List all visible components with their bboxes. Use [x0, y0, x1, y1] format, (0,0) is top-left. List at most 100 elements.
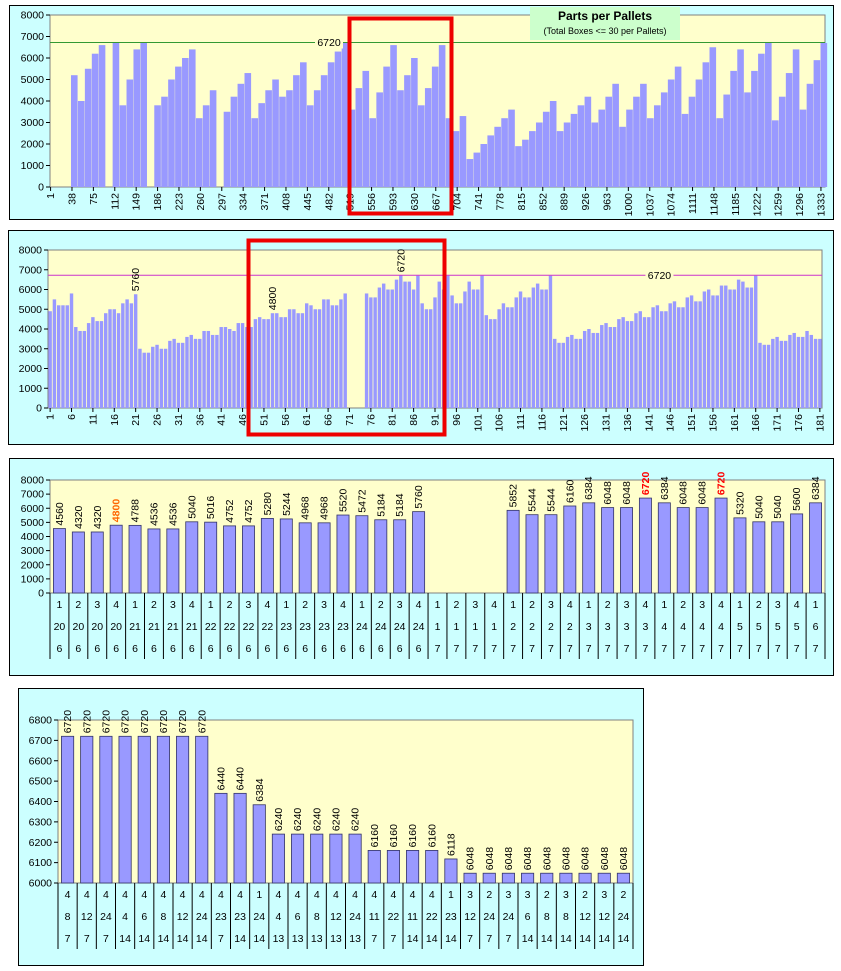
bar [505, 307, 510, 408]
bar [695, 507, 709, 594]
category-label: 7 [586, 643, 592, 655]
bar [619, 126, 626, 187]
x-tick-label: 38 [66, 193, 78, 205]
bar [206, 330, 211, 408]
bar [728, 289, 732, 408]
bar [364, 293, 369, 408]
highlight-box [347, 16, 454, 216]
bar [467, 281, 471, 408]
bar [553, 338, 557, 408]
category-label: 13 [273, 933, 285, 945]
data-label: 6160 [407, 824, 419, 848]
bar [818, 338, 822, 408]
bar [681, 307, 685, 408]
category-label: 4 [199, 889, 205, 901]
x-tick-label: 926 [580, 193, 592, 211]
category-label: 3 [397, 599, 403, 611]
x-tick-label: 106 [494, 414, 506, 432]
bar [642, 317, 647, 408]
category-label: 7 [775, 643, 781, 655]
x-tick-label: 186 [152, 193, 164, 211]
category-label: 24 [196, 911, 208, 923]
bar [237, 83, 245, 187]
data-label: 5544 [527, 488, 539, 512]
category-label: 14 [618, 933, 630, 945]
y-tick-label: 8000 [21, 10, 45, 22]
y-tick-label: 2000 [21, 559, 45, 571]
bar [270, 313, 275, 408]
data-label: 5852 [508, 484, 520, 508]
title-box [530, 7, 680, 40]
category-label: 6 [189, 643, 195, 655]
y-tick-label: 6200 [29, 837, 53, 849]
category-label: 6 [264, 643, 270, 655]
bar [695, 79, 703, 187]
bar [765, 42, 772, 188]
x-tick-label: 66 [323, 414, 335, 426]
data-label: 6720 [139, 710, 151, 734]
bar [484, 315, 489, 408]
bar [535, 122, 543, 187]
category-label: 4 [122, 911, 128, 923]
category-label: 2 [548, 621, 554, 633]
data-label: 5320 [734, 491, 746, 515]
bar [647, 118, 654, 187]
bar [745, 287, 749, 408]
x-tick-label: 56 [280, 414, 292, 426]
bar [733, 517, 747, 594]
bar [574, 338, 578, 408]
x-tick-label: 630 [409, 193, 421, 211]
x-tick-label: 741 [473, 193, 485, 211]
bar [416, 275, 420, 408]
category-label: 7 [371, 933, 377, 945]
bar [129, 303, 134, 408]
y-tick-label: 6400 [29, 796, 53, 808]
category-label: 22 [224, 621, 236, 633]
data-label: 4788 [130, 499, 142, 523]
bar [61, 305, 65, 408]
x-tick-label: 86 [408, 414, 420, 426]
category-label: 21 [167, 621, 179, 633]
category-label: 24 [356, 621, 368, 633]
bar [420, 303, 424, 408]
bar [629, 321, 634, 408]
bar [621, 317, 625, 408]
bar [146, 352, 151, 408]
y-tick-label: 1000 [19, 383, 43, 395]
x-tick-label: 149 [131, 193, 143, 211]
bar [501, 303, 506, 408]
x-tick-label: 71 [344, 414, 356, 426]
bar [716, 118, 724, 187]
category-label: 1 [661, 599, 667, 611]
category-label: 7 [103, 933, 109, 945]
bar [112, 42, 120, 188]
bar [339, 299, 343, 408]
bar [515, 146, 522, 187]
bar [82, 330, 87, 408]
bar [99, 735, 113, 884]
x-tick-label: 46 [237, 414, 249, 426]
bar [715, 295, 719, 408]
bar [390, 289, 394, 408]
bar [69, 293, 74, 408]
bar [544, 289, 548, 408]
category-label: 23 [215, 911, 227, 923]
bar [471, 289, 476, 408]
bar [390, 45, 397, 187]
category-label: 2 [605, 599, 611, 611]
category-label: 3 [548, 599, 554, 611]
category-label: 7 [605, 643, 611, 655]
bar [730, 70, 737, 187]
category-label: 20 [54, 621, 66, 633]
bar [775, 336, 779, 408]
bar [133, 294, 138, 408]
y-tick-label: 7000 [19, 264, 43, 276]
data-label: 5040 [753, 495, 765, 519]
data-label: 5600 [791, 487, 803, 511]
bar [257, 317, 262, 408]
category-label: 1 [256, 889, 262, 901]
data-label: 6048 [541, 847, 553, 871]
category-label: 2 [529, 621, 535, 633]
x-tick-label: 1 [45, 193, 57, 199]
